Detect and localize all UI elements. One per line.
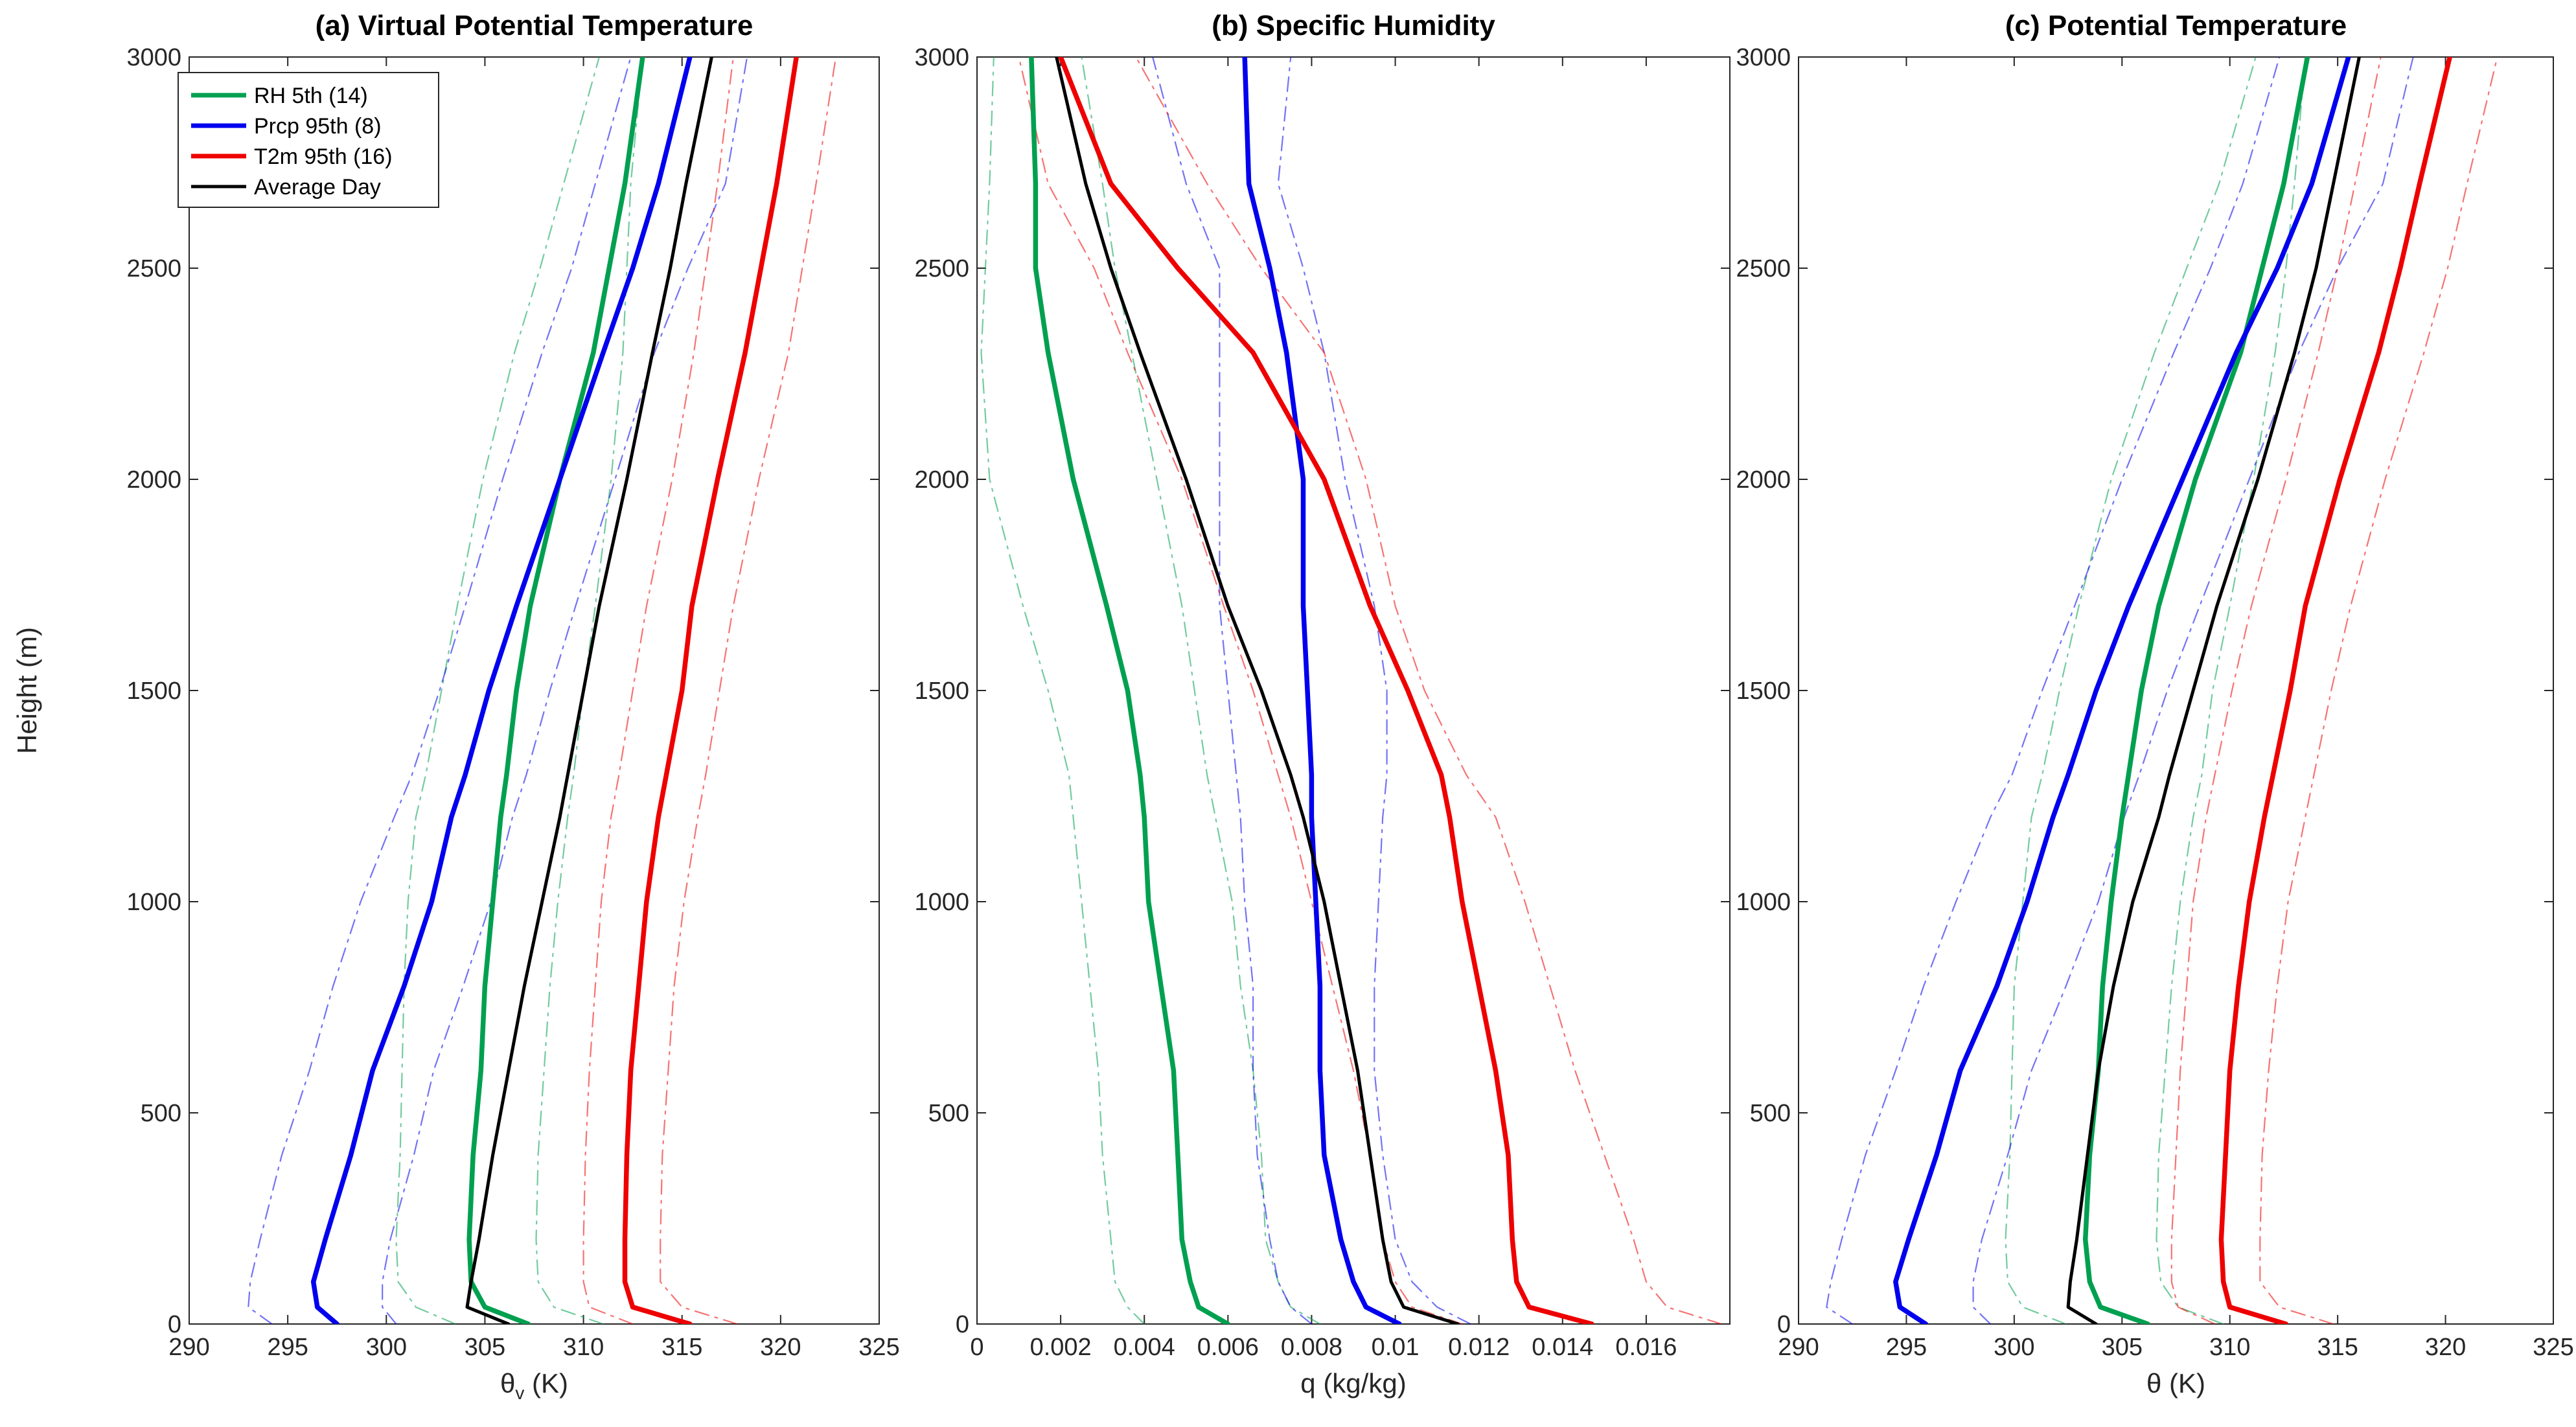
legend-label-prcp: Prcp 95th (8) — [254, 114, 382, 139]
legend-label-t2m: T2m 95th (16) — [254, 144, 393, 169]
series-line-rh-solid — [466, 57, 645, 1324]
series-line-prcp-solid — [310, 57, 693, 1324]
series-line-rh-dashed — [2005, 57, 2257, 1324]
series-line-t2m-dashed — [2170, 57, 2382, 1324]
x-tick-label: 310 — [563, 1334, 604, 1361]
panel-c: 290 295 300 305 310 315 320 325 0 500 1000 1500 2000… — [1736, 10, 2573, 1398]
y-tick-label: 500 — [141, 1100, 181, 1127]
series-line-prcp-dashed — [247, 57, 632, 1324]
x-tick-label: 315 — [661, 1334, 702, 1361]
y-tick-label: 1000 — [914, 889, 969, 916]
y-tick-label: 2500 — [914, 255, 969, 282]
x-tick-label: 290 — [168, 1334, 209, 1361]
series-line-rh-solid — [1029, 57, 1231, 1324]
y-tick-label: 2000 — [914, 466, 969, 494]
series-line-t2m-solid — [622, 57, 799, 1324]
y-tick-label: 3000 — [914, 44, 969, 71]
series-line-rh-dashed — [980, 57, 1145, 1324]
x-tick-label: 300 — [1994, 1334, 2034, 1361]
panel-b: 0 0.002 0.004 0.006 0.008 0.01 0.012 0.014 0.016… — [914, 10, 1731, 1398]
x-tick-label: 0.006 — [1197, 1334, 1259, 1361]
x-tick-label: 0 — [970, 1334, 983, 1361]
x-tick-label: 0.008 — [1281, 1334, 1342, 1361]
series-line-rh-dashed — [535, 57, 644, 1324]
series-line-rh-solid — [2082, 57, 2310, 1324]
series-group — [247, 57, 837, 1324]
series-line-avg-solid — [465, 57, 713, 1324]
series-line-t2m-dashed — [660, 57, 837, 1324]
y-tick-label: 2500 — [126, 255, 181, 282]
y-tick-label: 0 — [1777, 1311, 1791, 1338]
x-tick-label: 295 — [267, 1334, 308, 1361]
y-axis-label: Height (m) — [12, 627, 42, 754]
y-tick-label: 0 — [956, 1311, 969, 1338]
series-line-t2m-dashed — [1018, 57, 1463, 1324]
y-tick-label: 2000 — [126, 466, 181, 494]
series-line-t2m-solid — [2218, 57, 2452, 1324]
plot-area-a — [189, 56, 880, 1325]
x-tick-label: 0.012 — [1448, 1334, 1510, 1361]
x-tick-label: 0.016 — [1615, 1334, 1677, 1361]
y-tick-label: 1000 — [126, 889, 181, 916]
series-line-prcp-solid — [1242, 57, 1402, 1324]
x-tick-label: 0.002 — [1030, 1334, 1092, 1361]
plot-area-c — [1798, 56, 2554, 1325]
x-tick-label: 325 — [2533, 1334, 2573, 1361]
series-line-avg-solid — [1055, 57, 1460, 1324]
y-tick-label: 2000 — [1736, 466, 1791, 494]
panel-title: (a) Virtual Potential Temperature — [316, 10, 753, 41]
y-tick-label: 1500 — [914, 678, 969, 705]
series-line-rh-dashed — [395, 57, 601, 1324]
x-axis-label: θv (K) — [500, 1368, 568, 1403]
y-tick-label: 1500 — [126, 678, 181, 705]
x-tick-label: 0.01 — [1372, 1334, 1420, 1361]
panel-a: 290 295 300 305 310 315 320 325 0 500 1000 1500 2000… — [12, 10, 900, 1403]
x-tick-label: 290 — [1778, 1334, 1819, 1361]
x-tick-label: 305 — [2102, 1334, 2143, 1361]
x-tick-label: 320 — [2425, 1334, 2466, 1361]
x-tick-label: 310 — [2209, 1334, 2250, 1361]
y-tick-label: 3000 — [1736, 44, 1791, 71]
x-tick-label: 325 — [858, 1334, 899, 1361]
series-line-prcp-dashed — [1151, 57, 1313, 1324]
y-tick-label: 1000 — [1736, 889, 1791, 916]
series-line-t2m-dashed — [582, 57, 734, 1324]
x-tick-label: 0.004 — [1114, 1334, 1175, 1361]
legend: RH 5th (14) Prcp 95th (8) T2m 95th (16) Ave… — [178, 72, 439, 208]
x-tick-label: 305 — [465, 1334, 505, 1361]
series-line-avg-solid — [2066, 57, 2361, 1324]
series-line-prcp-dashed — [382, 57, 748, 1324]
x-tick-label: 315 — [2317, 1334, 2358, 1361]
x-tick-label: 0.014 — [1532, 1334, 1593, 1361]
series-line-t2m-solid — [1058, 57, 1594, 1324]
y-tick-label: 3000 — [126, 44, 181, 71]
series-line-prcp-solid — [1893, 57, 2351, 1324]
y-tick-label: 0 — [168, 1311, 181, 1338]
y-tick-label: 1500 — [1736, 678, 1791, 705]
panel-title: (b) Specific Humidity — [1212, 10, 1495, 41]
plot-area-b — [976, 56, 1731, 1325]
x-tick-label: 320 — [760, 1334, 801, 1361]
series-group — [980, 57, 1723, 1324]
y-tick-label: 500 — [928, 1100, 969, 1127]
x-axis-label: θ (K) — [2146, 1368, 2205, 1398]
legend-label-avg: Average Day — [254, 175, 381, 200]
series-line-t2m-dashed — [2259, 57, 2498, 1324]
x-tick-label: 300 — [366, 1334, 407, 1361]
legend-label-rh: RH 5th (14) — [254, 84, 368, 108]
series-group — [1826, 57, 2498, 1324]
x-tick-label: 295 — [1886, 1334, 1927, 1361]
x-axis-label: q (kg/kg) — [1300, 1368, 1406, 1398]
series-line-t2m-dashed — [1135, 57, 1723, 1324]
series-line-rh-dashed — [1081, 57, 1321, 1324]
panel-title: (c) Potential Temperature — [2005, 10, 2347, 41]
series-line-prcp-dashed — [1277, 57, 1471, 1324]
series-line-rh-dashed — [2156, 57, 2306, 1324]
y-tick-label: 2500 — [1736, 255, 1791, 282]
series-line-prcp-dashed — [1826, 57, 2281, 1324]
y-tick-label: 500 — [1750, 1100, 1791, 1127]
